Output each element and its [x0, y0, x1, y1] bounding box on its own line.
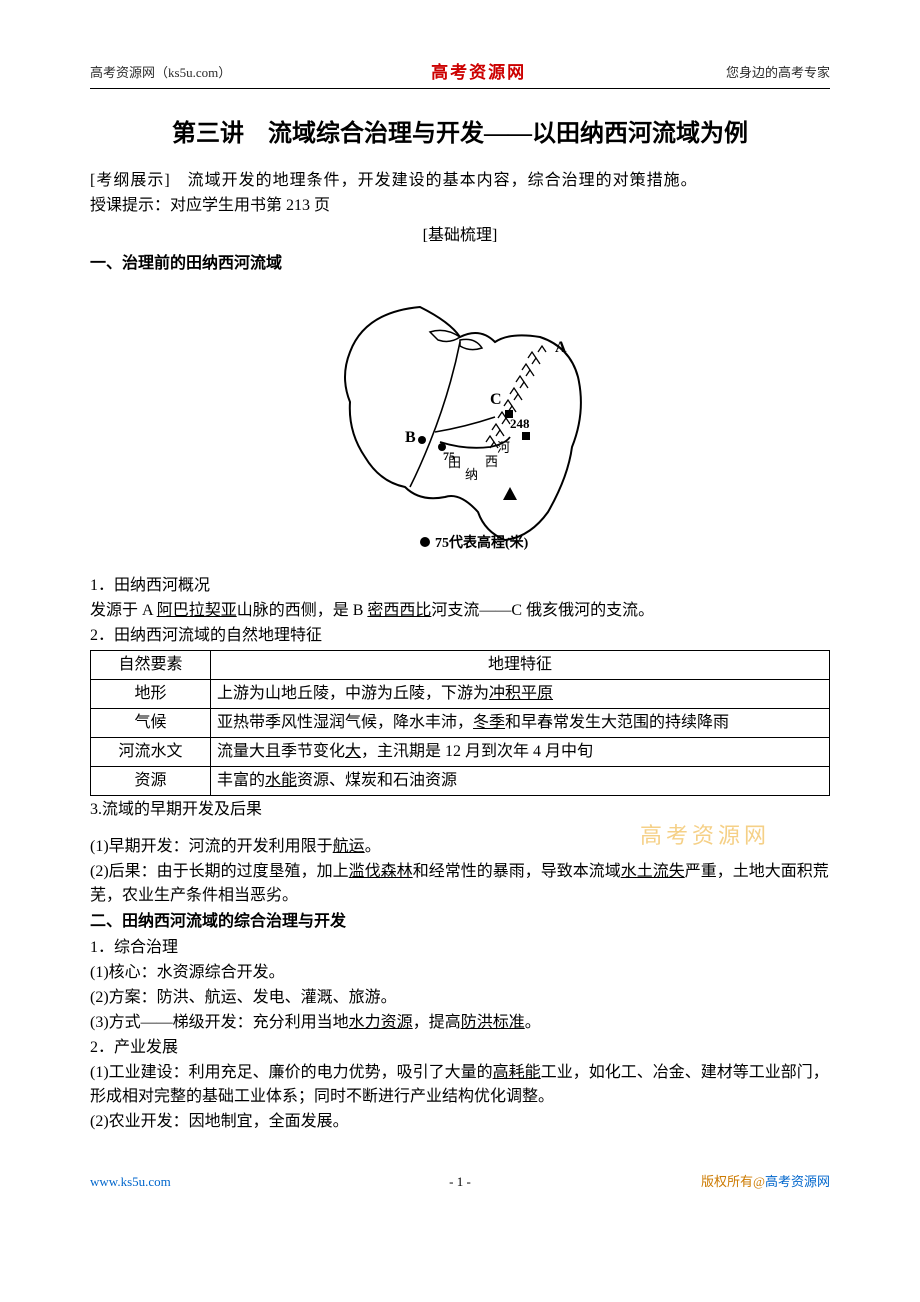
q2-head: 2．产业发展: [90, 1036, 830, 1060]
header-left: 高考资源网（ks5u.com）: [90, 63, 231, 83]
watermark: 高考资源网: [90, 819, 770, 852]
label-he: 河: [497, 440, 510, 455]
p1-body: 发源于 A 阿巴拉契亚山脉的西侧，是 B 密西西比河支流——C 俄亥俄河的支流。: [90, 599, 830, 623]
cell-value: 丰富的水能资源、煤炭和石油资源: [211, 767, 830, 796]
header-url: （ks5u.com）: [155, 65, 231, 80]
header-center: 高考资源网: [431, 60, 526, 86]
q1-1: (1)核心：水资源综合开发。: [90, 961, 830, 985]
table-row: 河流水文流量大且季节变化大，主汛期是 12 月到次年 4 月中旬: [91, 738, 830, 767]
square-2: [522, 432, 530, 440]
outline-text: 流域开发的地理条件，开发建设的基本内容，综合治理的对策措施。: [171, 172, 698, 189]
basics-label: [基础梳理]: [90, 224, 830, 248]
page-header: 高考资源网（ks5u.com） 高考资源网 您身边的高考专家: [90, 60, 830, 89]
exam-outline: [考纲展示] 流域开发的地理条件，开发建设的基本内容，综合治理的对策措施。: [90, 169, 830, 193]
p2-head: 2．田纳西河流域的自然地理特征: [90, 624, 830, 648]
q2-1: (1)工业建设：利用充足、廉价的电力优势，吸引了大量的高耗能工业，如化工、冶金、…: [90, 1061, 830, 1109]
legend-dot-icon: [420, 537, 430, 547]
page-footer: www.ks5u.com - 1 - 版权所有@高考资源网: [90, 1172, 830, 1192]
q1-head: 1．综合治理: [90, 936, 830, 960]
section-1-heading: 一、治理前的田纳西河流域: [90, 252, 830, 276]
table-body: 地形上游为山地丘陵，中游为丘陵，下游为冲积平原气候亚热带季风性湿润气候，降水丰沛…: [91, 680, 830, 796]
footer-page: - 1 -: [449, 1172, 471, 1192]
point-B: [418, 436, 426, 444]
label-na: 纳: [465, 467, 478, 482]
header-site: 高考资源网: [90, 65, 155, 80]
cell-value: 流量大且季节变化大，主汛期是 12 月到次年 4 月中旬: [211, 738, 830, 767]
cell-key: 河流水文: [91, 738, 211, 767]
outline-label: [考纲展示]: [90, 172, 171, 189]
p3-2: (2)后果：由于长期的过度垦殖，加上滥伐森林和经常性的暴雨，导致本流域水土流失严…: [90, 860, 830, 908]
elev-248: 248: [510, 416, 530, 431]
page-title: 第三讲 流域综合治理与开发——以田纳西河流域为例: [90, 117, 830, 152]
th-feature: 地理特征: [211, 651, 830, 680]
footer-copy: 版权所有@高考资源网: [701, 1174, 830, 1189]
header-right: 您身边的高考专家: [726, 63, 830, 83]
table-row: 气候亚热带季风性湿润气候，降水丰沛，冬季和早春常发生大范围的持续降雨: [91, 709, 830, 738]
map-svg: A B C 75 248 田 纳 西 河 75代表高程(米): [310, 282, 610, 562]
cell-key: 地形: [91, 680, 211, 709]
table-header-row: 自然要素 地理特征: [91, 651, 830, 680]
label-C: C: [490, 391, 502, 408]
label-B: B: [405, 429, 416, 446]
map-figure: A B C 75 248 田 纳 西 河 75代表高程(米): [90, 282, 830, 570]
table-row: 资源丰富的水能资源、煤炭和石油资源: [91, 767, 830, 796]
cell-key: 资源: [91, 767, 211, 796]
th-element: 自然要素: [91, 651, 211, 680]
tip-line: 授课提示：对应学生用书第 213 页: [90, 194, 830, 218]
features-table: 自然要素 地理特征 地形上游为山地丘陵，中游为丘陵，下游为冲积平原气候亚热带季风…: [90, 650, 830, 796]
q1-2: (2)方案：防洪、航运、发电、灌溉、旅游。: [90, 986, 830, 1010]
label-xi: 西: [485, 454, 498, 469]
section-2-heading: 二、田纳西河流域的综合治理与开发: [90, 910, 830, 934]
p1-head: 1．田纳西河概况: [90, 574, 830, 598]
table-row: 地形上游为山地丘陵，中游为丘陵，下游为冲积平原: [91, 680, 830, 709]
legend-text: 75代表高程(米): [435, 534, 529, 551]
cell-key: 气候: [91, 709, 211, 738]
label-tian: 田: [448, 455, 461, 470]
cell-value: 亚热带季风性湿润气候，降水丰沛，冬季和早春常发生大范围的持续降雨: [211, 709, 830, 738]
label-A: A: [555, 339, 567, 356]
footer-url: www.ks5u.com: [90, 1174, 171, 1189]
q1-3: (3)方式——梯级开发：充分利用当地水力资源，提高防洪标准。: [90, 1011, 830, 1035]
cell-value: 上游为山地丘陵，中游为丘陵，下游为冲积平原: [211, 680, 830, 709]
q2-2: (2)农业开发：因地制宜，全面发展。: [90, 1110, 830, 1134]
